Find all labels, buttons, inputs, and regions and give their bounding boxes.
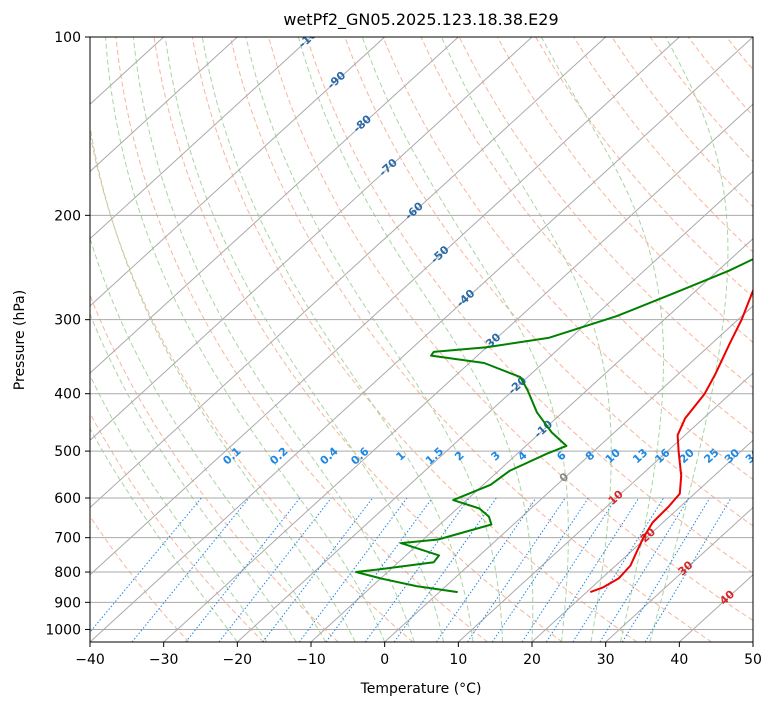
moist-adiabat	[90, 123, 356, 642]
mixing-ratio-line	[436, 497, 537, 642]
y-axis-ticks: 100 200 300 400 500 600 700 800 900 1000	[45, 30, 90, 638]
mixing-ratio-line	[218, 497, 332, 642]
dry-adiabat	[306, 37, 753, 574]
dry-adiabat	[268, 37, 753, 622]
isotherm	[236, 170, 753, 642]
sounding-series	[355, 258, 753, 594]
y-tick-label: 100	[54, 30, 81, 46]
mixing-ratio-line	[545, 497, 640, 642]
y-tick-label: 800	[54, 565, 81, 581]
moist-adiabat	[90, 374, 268, 642]
isotherm	[90, 37, 607, 509]
pressure-gridlines	[90, 37, 753, 630]
chart-title: wetPf2_GN05.2025.123.18.38.E29	[283, 10, 558, 30]
dewpoint-line	[355, 258, 753, 594]
x-tick-label: −40	[75, 652, 105, 668]
isotherm	[90, 37, 386, 307]
y-tick-label: 700	[54, 531, 81, 547]
moist-adiabat	[201, 37, 474, 642]
moist-adiabat	[132, 37, 415, 642]
moist-adiabat	[361, 37, 569, 642]
mixing-ratio-line	[185, 497, 301, 642]
y-tick-label: 600	[54, 491, 81, 507]
y-tick-label: 400	[54, 387, 81, 403]
mixing-ratio-line	[393, 497, 497, 642]
plot-frame	[89, 36, 754, 643]
x-tick-label: 40	[670, 652, 688, 668]
moist-adiabat	[245, 37, 503, 642]
dry-adiabat	[420, 37, 753, 435]
x-tick-label: 0	[380, 652, 389, 668]
y-axis-label: Pressure (hPa)	[12, 290, 28, 390]
x-tick-label: −20	[223, 652, 253, 668]
isotherm	[605, 506, 753, 642]
y-tick-label: 300	[54, 313, 81, 329]
y-tick-label: 900	[54, 595, 81, 611]
moist-adiabat	[90, 427, 238, 642]
isotherm	[90, 37, 680, 576]
moist-adiabat	[90, 312, 297, 642]
dry-adiabat	[535, 37, 753, 298]
dry-adiabat	[496, 37, 753, 344]
moist-adiabat	[164, 37, 445, 642]
mixing-ratio-line	[364, 497, 470, 642]
isotherm	[90, 37, 753, 642]
dry-adiabat	[191, 37, 638, 642]
mixing-ratio-line	[491, 497, 589, 642]
moist-adiabat	[90, 236, 327, 642]
x-tick-label: 50	[744, 652, 762, 668]
mixing-ratio-lines	[90, 497, 732, 642]
isotherm	[90, 37, 459, 374]
isotherm	[163, 103, 753, 642]
x-axis-ticks: −40 −30 −20 −10 0 10 20 30 40 50	[75, 642, 762, 668]
moist-adiabat	[441, 37, 612, 642]
mixing-ratio-line	[599, 497, 690, 642]
isotherm	[90, 37, 533, 442]
mixing-ratio-line	[572, 497, 665, 642]
isotherm	[457, 372, 753, 642]
y-tick-label: 1000	[45, 622, 81, 638]
x-axis-label: Temperature (°C)	[360, 681, 482, 697]
dry-adiabat	[90, 412, 264, 642]
moist-adiabats	[90, 37, 729, 642]
y-tick-label: 200	[54, 208, 81, 224]
isotherm	[90, 37, 312, 240]
moist-adiabat	[540, 37, 664, 642]
temperature-line	[589, 287, 753, 594]
mixing-ratio-line	[621, 497, 711, 642]
x-tick-label: −30	[149, 652, 179, 668]
plot-area: 0.10.20.40.611.52346810131620253036-100-…	[90, 37, 763, 642]
x-tick-label: −10	[296, 652, 326, 668]
dry-adiabat	[115, 37, 488, 642]
mixing-ratio-label: 36	[743, 446, 763, 466]
mixing-ratio-line	[521, 497, 617, 642]
moist-adiabat	[649, 37, 729, 642]
mixing-ratio-line	[131, 497, 250, 642]
y-tick-label: 500	[54, 444, 81, 460]
isotherm	[384, 305, 753, 642]
isotherm	[90, 37, 238, 173]
dry-adiabat	[153, 37, 563, 642]
dry-adiabat	[382, 37, 753, 481]
x-tick-label: 30	[597, 652, 615, 668]
x-tick-label: 10	[449, 652, 467, 668]
mixing-ratio-line	[467, 497, 566, 642]
moist-adiabat	[297, 37, 534, 642]
x-tick-label: 20	[523, 652, 541, 668]
mixing-ratio-line	[262, 497, 374, 642]
